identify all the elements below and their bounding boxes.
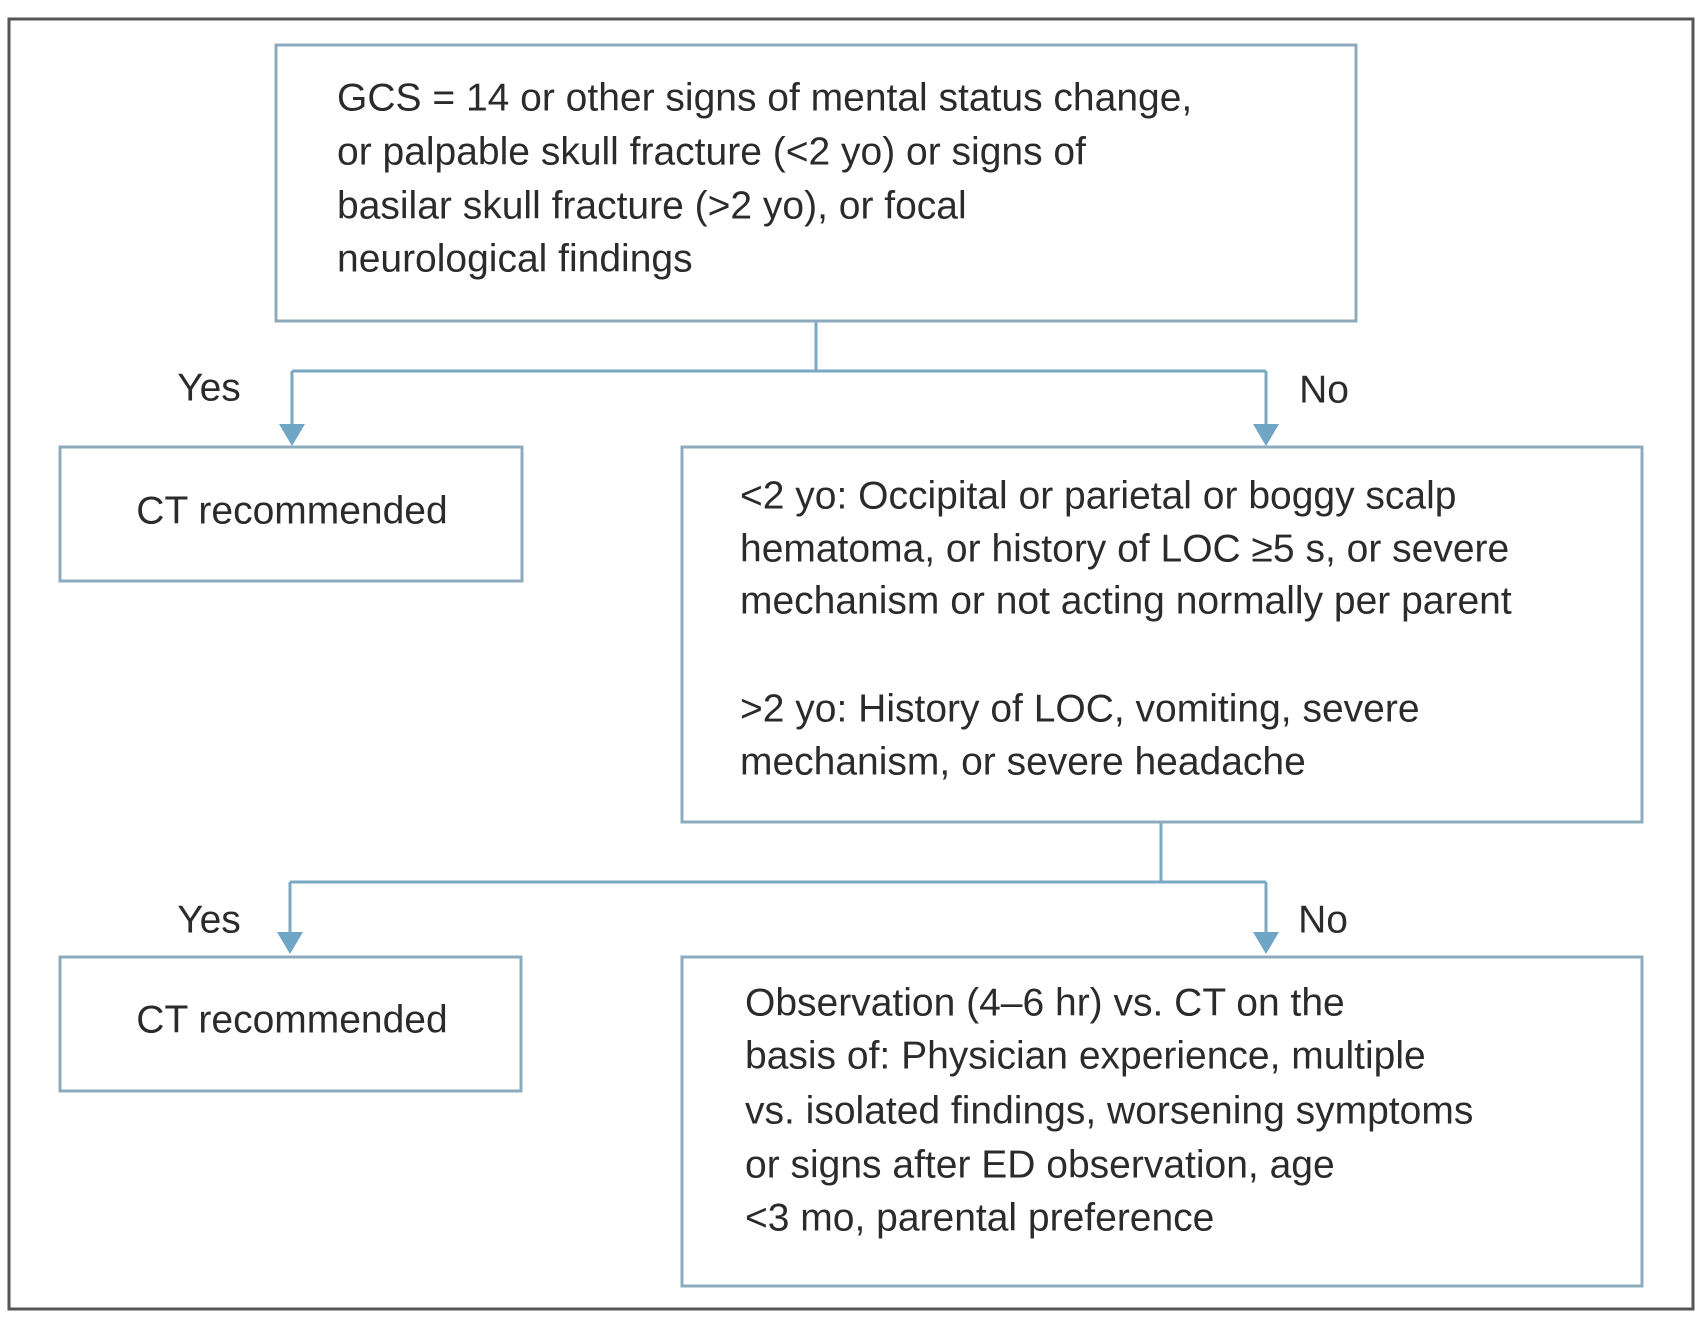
- node-text: >2 yo: History of LOC, vomiting, severe: [740, 687, 1420, 730]
- edge-label: No: [1299, 368, 1349, 411]
- edge-label: No: [1298, 898, 1348, 941]
- arrow-head: [1253, 424, 1279, 446]
- node-text: Observation (4–6 hr) vs. CT on the: [745, 981, 1345, 1024]
- decision-box: [680, 445, 1644, 824]
- outcome-box: [680, 955, 1644, 1288]
- node-text: CT recommended: [136, 998, 447, 1041]
- outer-frame: [7, 17, 1695, 1311]
- node-text: <2 yo: Occipital or parietal or boggy sc…: [740, 474, 1456, 517]
- connectors: [277, 321, 1279, 954]
- arrow-head: [1253, 932, 1279, 954]
- node-text: mechanism or not acting normally per par…: [740, 579, 1512, 622]
- outcome-box: [58, 955, 523, 1093]
- node-text: basis of: Physician experience, multiple: [745, 1034, 1426, 1077]
- arrow-head: [277, 932, 303, 954]
- node-text: <3 mo, parental preference: [745, 1196, 1214, 1239]
- connector-2: [288, 822, 1268, 938]
- edge-label: Yes: [177, 366, 241, 409]
- node-text: basilar skull fracture (>2 yo), or focal: [337, 184, 967, 227]
- arrow-head: [279, 424, 305, 446]
- node-text: vs. isolated findings, worsening symptom…: [745, 1089, 1473, 1132]
- node-text: GCS = 14 or other signs of mental status…: [337, 76, 1192, 119]
- node-text: or palpable skull fracture (<2 yo) or si…: [337, 130, 1086, 173]
- outcome-box: [58, 445, 524, 583]
- node-text: neurological findings: [337, 237, 693, 280]
- connector-1: [290, 321, 1268, 430]
- node-text: hematoma, or history of LOC ≥5 s, or sev…: [740, 527, 1509, 570]
- node-text: CT recommended: [136, 489, 447, 532]
- edge-label: Yes: [177, 898, 241, 941]
- decision-box: [274, 43, 1358, 323]
- node-text: mechanism, or severe headache: [740, 740, 1306, 783]
- node-text: or signs after ED observation, age: [745, 1143, 1335, 1186]
